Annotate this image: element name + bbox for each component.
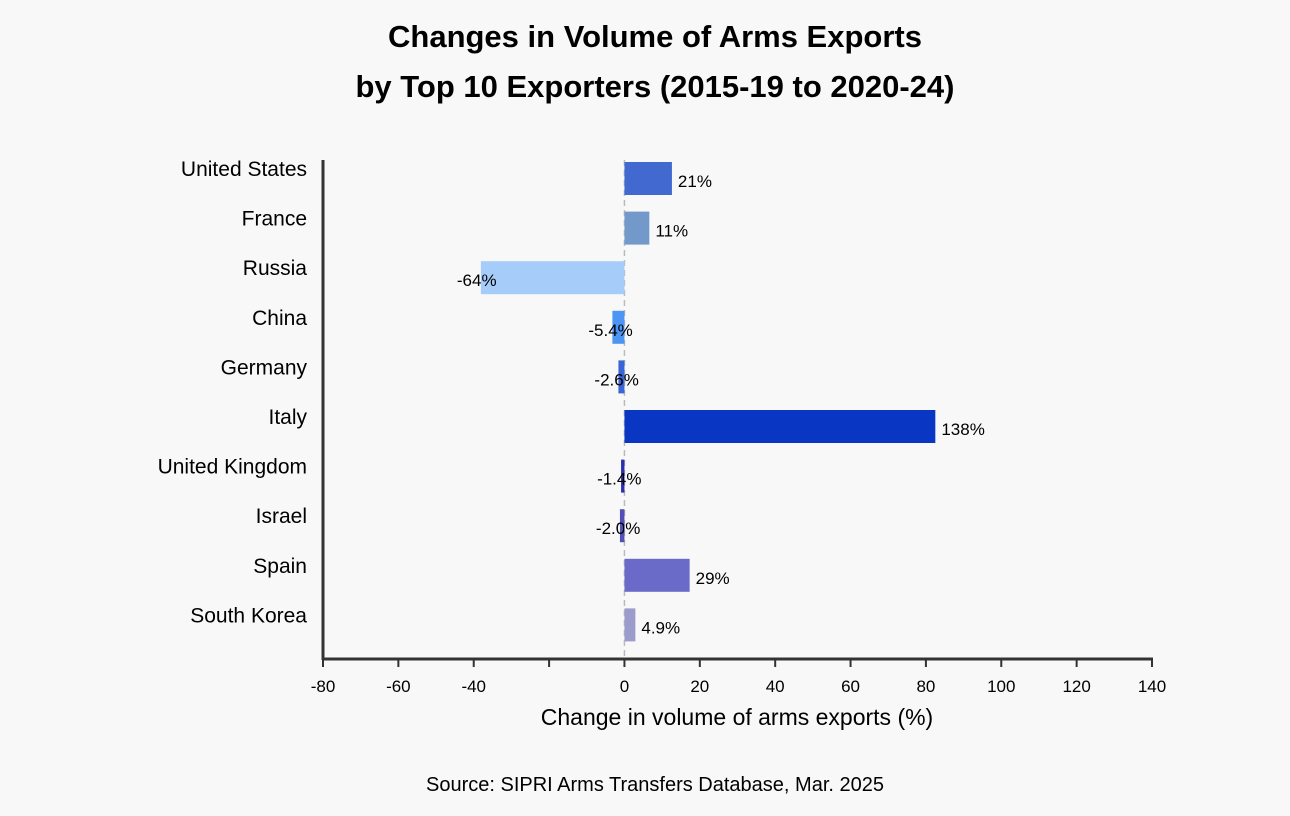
value-label: -2.0%: [596, 519, 640, 538]
bar-germany: [618, 360, 625, 394]
x-tick-label: 60: [841, 677, 860, 696]
category-label: China: [252, 307, 307, 330]
bar-russia: [480, 261, 625, 295]
x-tick-label: -80: [311, 677, 336, 696]
bar-italy: [624, 410, 936, 443]
x-axis-title: Change in volume of arms exports (%): [541, 704, 933, 730]
value-label: -1.4%: [597, 470, 641, 489]
bar-united-states: [624, 162, 672, 195]
category-label: Russia: [243, 257, 308, 280]
x-tick-label: -40: [461, 677, 486, 696]
chart-title-line-1: Changes in Volume of Arms Exports: [388, 19, 922, 54]
category-label: Italy: [268, 406, 307, 429]
x-tick-label: 140: [1138, 677, 1166, 696]
x-tick-label: 0: [620, 677, 629, 696]
category-label: United States: [181, 158, 307, 181]
category-label: Israel: [256, 505, 307, 528]
x-tick-label: 40: [766, 677, 785, 696]
value-label: 138%: [941, 420, 984, 439]
x-tick-label: 120: [1062, 677, 1090, 696]
x-tick-label: 80: [916, 677, 935, 696]
value-label: -2.6%: [594, 370, 638, 389]
x-tick-label: 20: [690, 677, 709, 696]
category-label: Germany: [221, 356, 308, 379]
category-label: South Korea: [190, 604, 307, 627]
value-label: 29%: [696, 569, 730, 588]
bar-united-kingdom: [621, 459, 625, 493]
category-label: United Kingdom: [158, 456, 307, 479]
bar-spain: [624, 558, 690, 592]
value-label: -5.4%: [588, 321, 632, 340]
bar-south-korea: [624, 608, 636, 642]
bars-layer: 21% 11% -64% -5.4% -2.6% 138% -1.4% -2.0% 29% 4.9…: [457, 160, 985, 659]
bar-israel: [619, 509, 625, 543]
bar-china: [612, 310, 625, 344]
value-label: 21%: [678, 172, 712, 191]
x-tick-label: -60: [386, 677, 411, 696]
chart-title-line-2: by Top 10 Exporters (2015-19 to 2020-24): [355, 69, 954, 104]
value-label: 4.9%: [641, 618, 680, 637]
value-label: 11%: [655, 222, 688, 241]
value-label: -64%: [457, 271, 497, 290]
category-label: Spain: [253, 555, 307, 578]
bar-france: [624, 211, 650, 245]
category-label: France: [242, 208, 307, 231]
source-note: Source: SIPRI Arms Transfers Database, M…: [426, 774, 884, 796]
axes-layer: United States France Russia China Germany Ita…: [158, 158, 1167, 696]
x-tick-label: 100: [987, 677, 1015, 696]
